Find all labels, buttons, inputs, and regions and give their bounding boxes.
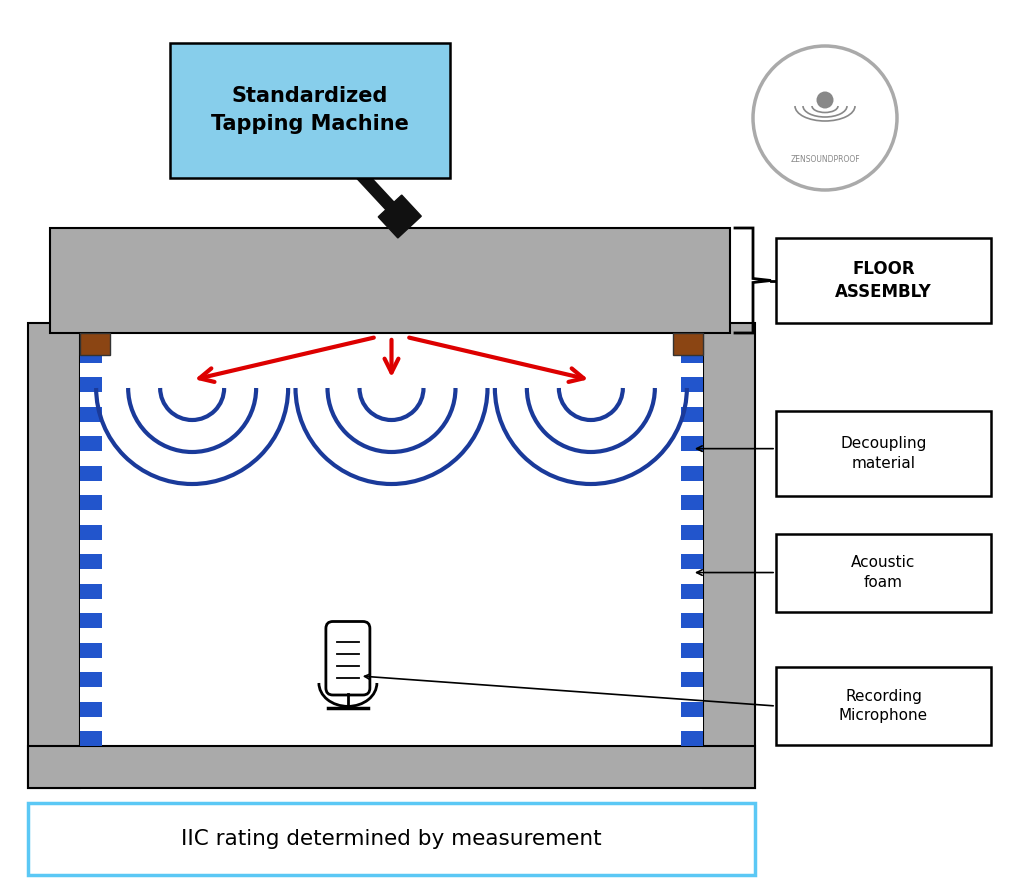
Bar: [80, 392, 102, 407]
Bar: [80, 465, 102, 480]
Bar: [681, 731, 703, 746]
Bar: [80, 451, 102, 465]
Bar: [28, 746, 755, 788]
Bar: [681, 614, 703, 628]
Bar: [681, 658, 703, 672]
Bar: [673, 333, 703, 355]
FancyBboxPatch shape: [28, 803, 755, 875]
Bar: [80, 658, 102, 672]
FancyBboxPatch shape: [776, 238, 991, 323]
Bar: [681, 436, 703, 451]
Circle shape: [816, 92, 834, 109]
Bar: [80, 555, 102, 569]
Text: Acoustic
foam: Acoustic foam: [851, 555, 915, 590]
Text: Decoupling
material: Decoupling material: [841, 436, 927, 471]
Bar: [703, 323, 755, 788]
Bar: [80, 377, 102, 392]
Bar: [80, 333, 110, 355]
Bar: [80, 407, 102, 421]
Bar: [681, 716, 703, 731]
Bar: [681, 510, 703, 525]
Bar: [681, 672, 703, 687]
Bar: [681, 407, 703, 421]
Bar: [681, 348, 703, 363]
Bar: [681, 643, 703, 658]
Bar: [681, 599, 703, 614]
Bar: [681, 480, 703, 495]
Bar: [681, 421, 703, 436]
FancyBboxPatch shape: [776, 533, 991, 612]
Bar: [80, 510, 102, 525]
FancyBboxPatch shape: [776, 411, 991, 496]
Text: Recording
Microphone: Recording Microphone: [839, 689, 928, 723]
Bar: [80, 614, 102, 628]
Bar: [80, 643, 102, 658]
Bar: [681, 495, 703, 510]
Bar: [80, 672, 102, 687]
Bar: [80, 480, 102, 495]
Bar: [80, 584, 102, 599]
Bar: [80, 540, 102, 555]
Bar: [80, 333, 703, 746]
Bar: [80, 687, 102, 702]
Bar: [681, 584, 703, 599]
Bar: [80, 731, 102, 746]
Bar: [80, 525, 102, 540]
Bar: [80, 348, 102, 363]
Bar: [681, 628, 703, 643]
Bar: [681, 540, 703, 555]
Bar: [80, 363, 102, 377]
Bar: [681, 702, 703, 716]
Bar: [681, 451, 703, 465]
FancyBboxPatch shape: [776, 667, 991, 745]
Bar: [80, 702, 102, 716]
Bar: [80, 436, 102, 451]
Bar: [681, 555, 703, 569]
Polygon shape: [378, 195, 421, 238]
Bar: [80, 628, 102, 643]
Text: Standardized
Tapping Machine: Standardized Tapping Machine: [211, 87, 409, 134]
FancyBboxPatch shape: [326, 622, 370, 695]
Bar: [681, 687, 703, 702]
Bar: [681, 525, 703, 540]
FancyBboxPatch shape: [170, 43, 450, 178]
Bar: [681, 377, 703, 392]
Text: ZENSOUNDPROOF: ZENSOUNDPROOF: [791, 155, 860, 164]
Bar: [681, 569, 703, 584]
Circle shape: [753, 46, 897, 190]
Text: FLOOR
ASSEMBLY: FLOOR ASSEMBLY: [836, 260, 932, 300]
Bar: [681, 392, 703, 407]
Bar: [80, 569, 102, 584]
Bar: [681, 363, 703, 377]
Bar: [28, 323, 80, 788]
Text: IIC rating determined by measurement: IIC rating determined by measurement: [181, 829, 602, 849]
Bar: [50, 228, 730, 333]
Bar: [80, 716, 102, 731]
Bar: [80, 599, 102, 614]
Bar: [80, 421, 102, 436]
Bar: [681, 333, 703, 348]
Bar: [80, 495, 102, 510]
Bar: [80, 333, 102, 348]
Bar: [681, 465, 703, 480]
